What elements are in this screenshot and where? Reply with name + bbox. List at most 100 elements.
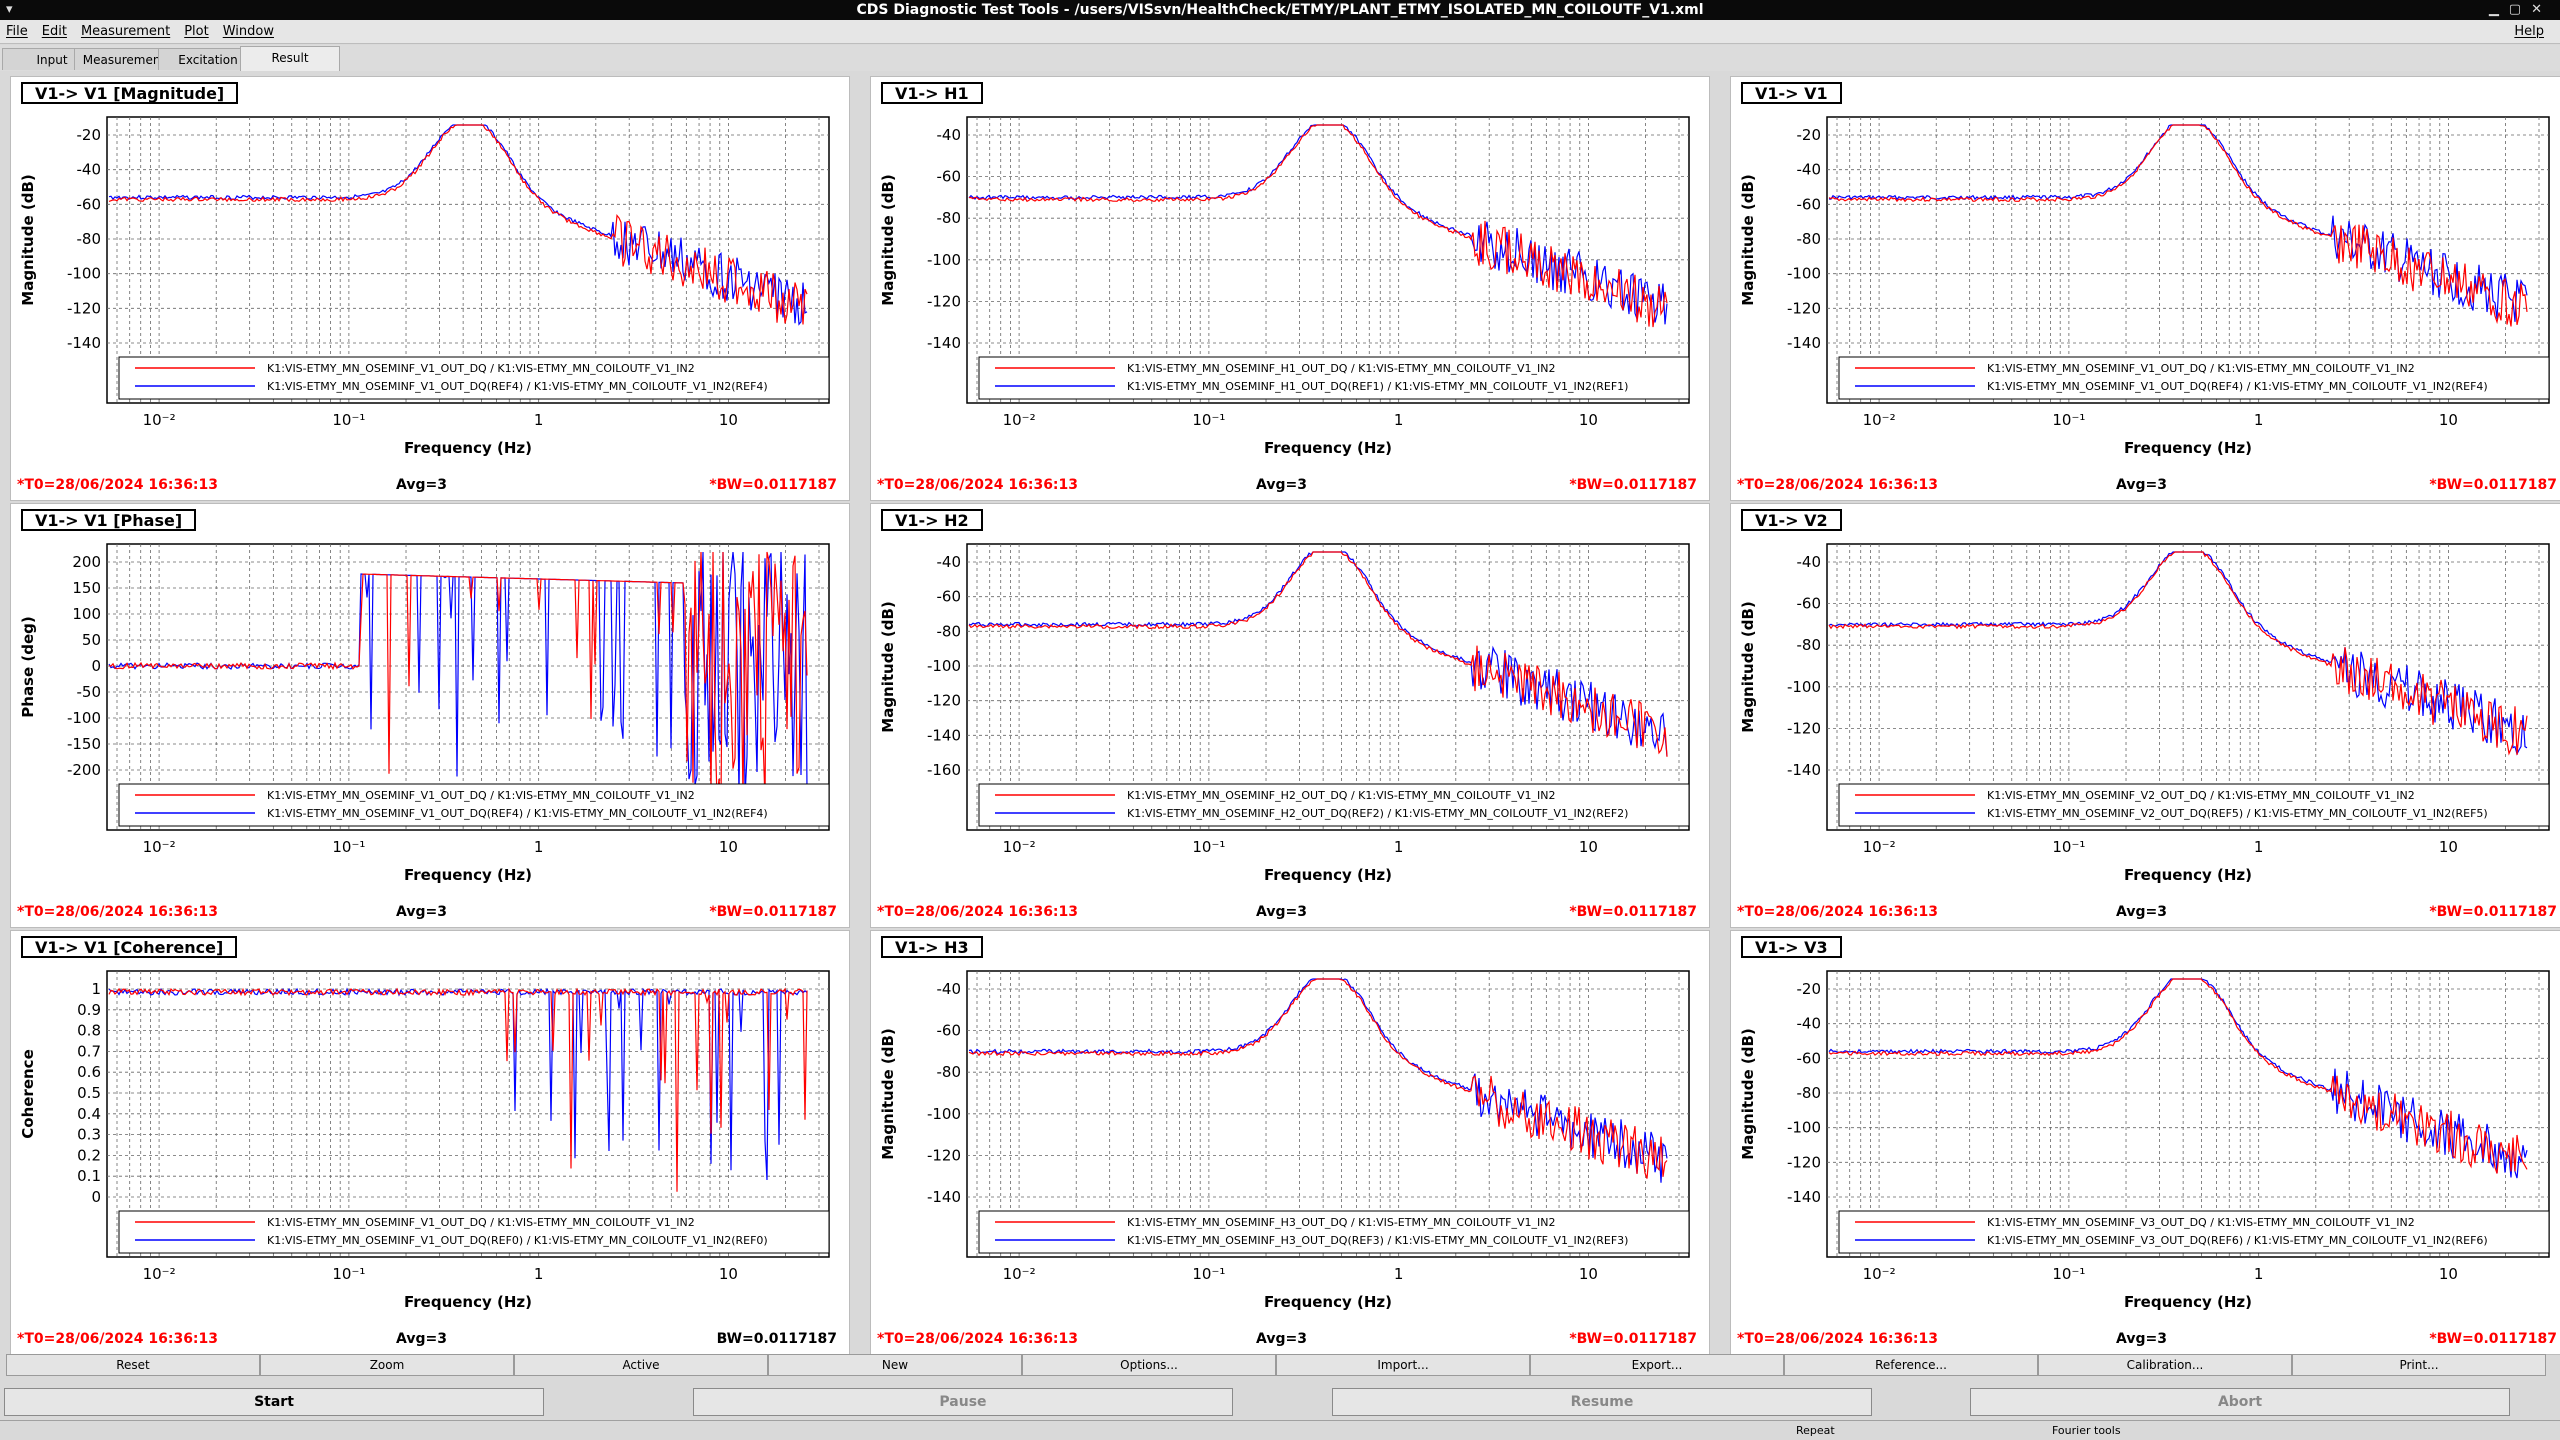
resume-button[interactable]: Resume [1332, 1388, 1872, 1416]
reference-button[interactable]: Reference... [1784, 1354, 2038, 1376]
y-tick-label: -140 [927, 726, 961, 744]
x-tick-label: 10 [719, 411, 738, 429]
plot-panel[interactable]: -20 -40 -60 -80 -100 -120 -140 10⁻² 10⁻¹ 1 10 Frequ… [1730, 930, 2560, 1355]
plot-title[interactable]: V1-> H1 [881, 82, 983, 104]
print-button[interactable]: Print... [2292, 1354, 2546, 1376]
status-bar: Repeat Fourier tools [0, 1420, 2560, 1440]
y-tick-label: -140 [1787, 334, 1821, 352]
menu-measurement[interactable]: Measurement [80, 24, 171, 39]
plot-panel[interactable]: -20 -40 -60 -80 -100 -120 -140 10⁻² 10⁻¹ 1 10 Frequ… [10, 76, 850, 501]
y-tick-label: -80 [1797, 636, 1822, 654]
plot-canvas[interactable]: -40 -60 -80 -100 -120 -140 10⁻² 10⁻¹ 1 10 Frequenc… [871, 931, 1711, 1356]
tab-result[interactable]: Result [240, 46, 340, 71]
plot-canvas[interactable]: 200 150 100 50 0 -50 -100 -150 -200 10⁻² 10⁻¹ 1 10 Fr… [11, 504, 851, 929]
menu-help[interactable]: Help [2514, 24, 2544, 39]
plot-title[interactable]: V1-> V1 [1741, 82, 1842, 104]
tab-excitation[interactable]: Excitation [158, 48, 258, 70]
plot-canvas[interactable]: -40 -60 -80 -100 -120 -140 10⁻² 10⁻¹ 1 10 Frequenc… [1731, 504, 2560, 929]
tab-measurement[interactable]: Measurement [74, 48, 174, 70]
plot-canvas[interactable]: -20 -40 -60 -80 -100 -120 -140 10⁻² 10⁻¹ 1 10 Frequ… [1731, 931, 2560, 1356]
x-tick-label: 10⁻¹ [2052, 838, 2085, 856]
plot-panel[interactable]: -40 -60 -80 -100 -120 -140 10⁻² 10⁻¹ 1 10 Frequenc… [870, 76, 1710, 501]
y-axis-label: Magnitude (dB) [879, 1028, 897, 1159]
plot-canvas[interactable]: -20 -40 -60 -80 -100 -120 -140 10⁻² 10⁻¹ 1 10 Frequ… [11, 77, 851, 502]
plot-title[interactable]: V1-> V2 [1741, 509, 1842, 531]
window-menu-icon[interactable]: ▾ [6, 2, 13, 17]
menu-file[interactable]: File [6, 24, 28, 39]
x-tick-label: 10 [719, 838, 738, 856]
plot-canvas[interactable]: -20 -40 -60 -80 -100 -120 -140 10⁻² 10⁻¹ 1 10 Frequ… [1731, 77, 2560, 502]
plot-canvas[interactable]: 1 0.9 0.8 0.7 0.6 0.5 0.4 0.3 0.2 0.1 0 10⁻² 10⁻¹ 1 10… [11, 931, 851, 1356]
x-axis-label: Frequency (Hz) [2124, 1293, 2252, 1311]
plot-panel[interactable]: -40 -60 -80 -100 -120 -140 10⁻² 10⁻¹ 1 10 Frequenc… [870, 930, 1710, 1355]
start-time-label: *T0=28/06/2024 16:36:13 [877, 904, 1079, 920]
reset-button[interactable]: Reset [6, 1354, 260, 1376]
start-button[interactable]: Start [4, 1388, 544, 1416]
y-tick-label: -100 [927, 251, 961, 269]
average-label: Avg=3 [396, 904, 447, 920]
x-tick-label: 10⁻¹ [332, 838, 365, 856]
new-button[interactable]: New [768, 1354, 1022, 1376]
y-tick-label: -200 [67, 761, 101, 779]
legend: K1:VIS-ETMY_MN_OSEMINF_H2_OUT_DQ / K1:VI… [978, 783, 1690, 827]
window-titlebar: ▾ CDS Diagnostic Test Tools - /users/VIS… [0, 0, 2560, 20]
plot-title[interactable]: V1-> V1 [Phase] [21, 509, 197, 531]
legend-entry: K1:VIS-ETMY_MN_OSEMINF_V1_OUT_DQ / K1:VI… [1987, 362, 2415, 375]
y-tick-label: -120 [1787, 719, 1821, 737]
y-tick-label: 200 [72, 553, 101, 571]
x-tick-label: 1 [2254, 838, 2264, 856]
abort-button[interactable]: Abort [1970, 1388, 2510, 1416]
export-button[interactable]: Export... [1530, 1354, 1784, 1376]
import-button[interactable]: Import... [1276, 1354, 1530, 1376]
average-label: Avg=3 [2116, 904, 2167, 920]
plot-panel[interactable]: 200 150 100 50 0 -50 -100 -150 -200 10⁻² 10⁻¹ 1 10 Fr… [10, 503, 850, 928]
y-tick-label: -120 [927, 1146, 961, 1164]
y-tick-label: -150 [67, 735, 101, 753]
start-time-label: *T0=28/06/2024 16:36:13 [17, 904, 219, 920]
pause-button[interactable]: Pause [693, 1388, 1233, 1416]
y-tick-label: -40 [937, 553, 962, 571]
y-tick-label: -100 [1787, 1119, 1821, 1137]
plot-panel[interactable]: -40 -60 -80 -100 -120 -140 -160 10⁻² 10⁻¹ 1 10 Freq… [870, 503, 1710, 928]
plot-title[interactable]: V1-> V1 [Magnitude] [21, 82, 239, 104]
active-button[interactable]: Active [514, 1354, 768, 1376]
plot-canvas[interactable]: -40 -60 -80 -100 -120 -140 10⁻² 10⁻¹ 1 10 Frequenc… [871, 77, 1711, 502]
y-axis-label: Magnitude (dB) [1739, 601, 1757, 732]
menu-window[interactable]: Window [222, 24, 274, 39]
y-tick-label: -80 [937, 209, 962, 227]
bandwidth-label: *BW=0.0117187 [1569, 477, 1697, 493]
live-trace [1828, 124, 2528, 327]
legend: K1:VIS-ETMY_MN_OSEMINF_H3_OUT_DQ / K1:VI… [978, 1210, 1690, 1254]
menu-edit[interactable]: Edit [41, 24, 67, 39]
y-axis-label: Coherence [19, 1049, 37, 1138]
plot-panel[interactable]: 1 0.9 0.8 0.7 0.6 0.5 0.4 0.3 0.2 0.1 0 10⁻² 10⁻¹ 1 10… [10, 930, 850, 1355]
x-tick-label: 1 [534, 838, 544, 856]
bandwidth-label: *BW=0.0117187 [709, 477, 837, 493]
legend-entry: K1:VIS-ETMY_MN_OSEMINF_V1_OUT_DQ(REF4) /… [267, 380, 768, 393]
y-tick-label: -80 [1797, 230, 1822, 248]
plot-panel[interactable]: -20 -40 -60 -80 -100 -120 -140 10⁻² 10⁻¹ 1 10 Frequ… [1730, 76, 2560, 501]
legend-entry: K1:VIS-ETMY_MN_OSEMINF_V2_OUT_DQ / K1:VI… [1987, 789, 2415, 802]
y-tick-label: 0 [91, 1188, 101, 1206]
plot-title[interactable]: V1-> H3 [881, 936, 983, 958]
plot-title[interactable]: V1-> V3 [1741, 936, 1842, 958]
x-tick-label: 10⁻¹ [332, 411, 365, 429]
live-trace [1828, 978, 2528, 1174]
x-tick-label: 1 [1394, 1265, 1404, 1283]
legend-entry: K1:VIS-ETMY_MN_OSEMINF_V1_OUT_DQ / K1:VI… [267, 362, 695, 375]
plot-title[interactable]: V1-> H2 [881, 509, 983, 531]
calibration-button[interactable]: Calibration... [2038, 1354, 2292, 1376]
measurement-controls: Start Pause Resume Abort [0, 1388, 2560, 1416]
tab-bar: Input Measurement Excitation Result [0, 45, 2560, 71]
plot-title[interactable]: V1-> V1 [Coherence] [21, 936, 238, 958]
menu-plot[interactable]: Plot [184, 24, 209, 39]
zoom-button[interactable]: Zoom [260, 1354, 514, 1376]
y-tick-label: -60 [1797, 195, 1822, 213]
options-button[interactable]: Options... [1022, 1354, 1276, 1376]
plot-panel[interactable]: -40 -60 -80 -100 -120 -140 10⁻² 10⁻¹ 1 10 Frequenc… [1730, 503, 2560, 928]
plot-canvas[interactable]: -40 -60 -80 -100 -120 -140 -160 10⁻² 10⁻¹ 1 10 Freq… [871, 504, 1711, 929]
window-controls[interactable]: ▁▢✕ [2488, 2, 2552, 17]
legend-entry: K1:VIS-ETMY_MN_OSEMINF_V1_OUT_DQ(REF4) /… [267, 807, 768, 820]
x-tick-label: 10⁻² [1003, 1265, 1036, 1283]
x-tick-label: 10⁻¹ [1192, 838, 1225, 856]
